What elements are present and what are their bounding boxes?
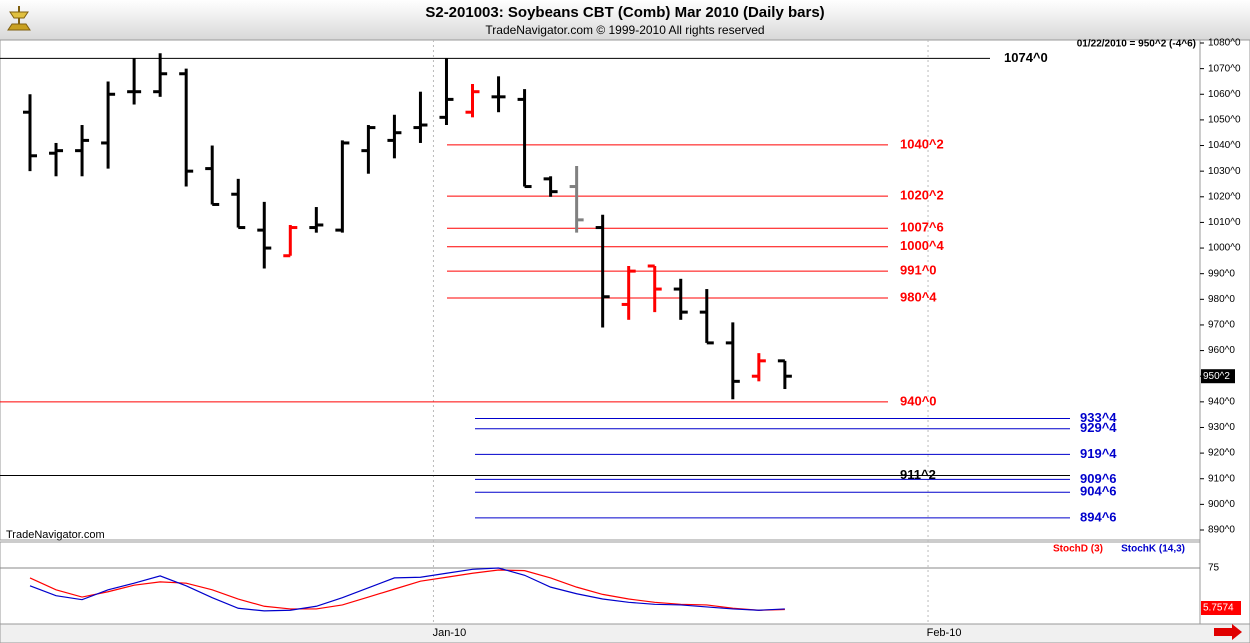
level-label: 933^4: [1080, 410, 1117, 425]
level-label: 929^4: [1080, 420, 1117, 435]
y-tick-label: 930^0: [1208, 422, 1235, 433]
level-label: 1020^2: [900, 188, 944, 203]
level-label: 1000^4: [900, 238, 945, 253]
y-tick-label: 960^0: [1208, 345, 1235, 356]
y-tick-label: 1010^0: [1208, 217, 1241, 228]
header-bar: [0, 0, 1250, 40]
level-label: 980^4: [900, 289, 937, 304]
y-tick-label: 1060^0: [1208, 89, 1241, 100]
y-tick-label: 890^0: [1208, 525, 1235, 536]
level-label: 1074^0: [1004, 50, 1048, 65]
legend-label: StochD (3): [1053, 544, 1103, 555]
level-label: 904^6: [1080, 484, 1117, 499]
time-axis: [0, 623, 1250, 643]
last-price-box: [1201, 369, 1235, 384]
level-label: 1007^6: [900, 220, 944, 235]
stoch-panel: [0, 541, 1201, 625]
scroll-arrow[interactable]: [1214, 624, 1242, 640]
y-tick-label: 1020^0: [1208, 191, 1241, 202]
stoch-line: [29, 569, 785, 611]
y-tick-label: 990^0: [1208, 268, 1235, 279]
y-tick-label: 1030^0: [1208, 166, 1241, 177]
y-tick-label: 1040^0: [1208, 140, 1241, 151]
chart-title: S2-201003: Soybeans CBT (Comb) Mar 2010 …: [425, 4, 824, 21]
price-axis: [1199, 39, 1250, 643]
last-value-box: [1201, 601, 1241, 615]
legend-label: StochK (14,3): [1121, 544, 1185, 555]
y-tick-label: 970^0: [1208, 320, 1235, 331]
y-tick-label: 940^0: [1208, 396, 1235, 407]
level-label: 991^0: [900, 263, 937, 278]
y-tick-label: 1070^0: [1208, 63, 1241, 74]
y-tick-label: 1050^0: [1208, 115, 1241, 126]
y-tick-label: 75: [1208, 563, 1220, 574]
level-label: 909^6: [1080, 471, 1117, 486]
x-tick-label: Feb-10: [927, 627, 962, 639]
watermark: TradeNavigator.com: [6, 529, 105, 541]
level-label: 894^6: [1080, 509, 1117, 524]
level-label: 911^2: [900, 467, 936, 482]
y-tick-label: 980^0: [1208, 294, 1235, 305]
last-price-label: 950^2: [1203, 371, 1230, 382]
level-label: 1040^2: [900, 136, 944, 151]
y-tick-label: 910^0: [1208, 473, 1235, 484]
stoch-line: [29, 567, 785, 612]
info-text: 01/22/2010 = 950^2 (-4^6): [1077, 39, 1196, 50]
chart-subtitle: TradeNavigator.com © 1999-2010 All right…: [485, 23, 764, 37]
level-label: 940^0: [900, 393, 937, 408]
x-tick-label: Jan-10: [433, 627, 467, 639]
y-tick-label: 1000^0: [1208, 243, 1241, 254]
y-tick-label: 920^0: [1208, 448, 1235, 459]
y-tick-label: 1080^0: [1208, 38, 1241, 49]
last-value-label: 5.7574: [1203, 603, 1234, 614]
price-panel: [0, 39, 1201, 541]
level-label: 919^4: [1080, 446, 1117, 461]
y-tick-label: 900^0: [1208, 499, 1235, 510]
logo: [7, 6, 31, 31]
